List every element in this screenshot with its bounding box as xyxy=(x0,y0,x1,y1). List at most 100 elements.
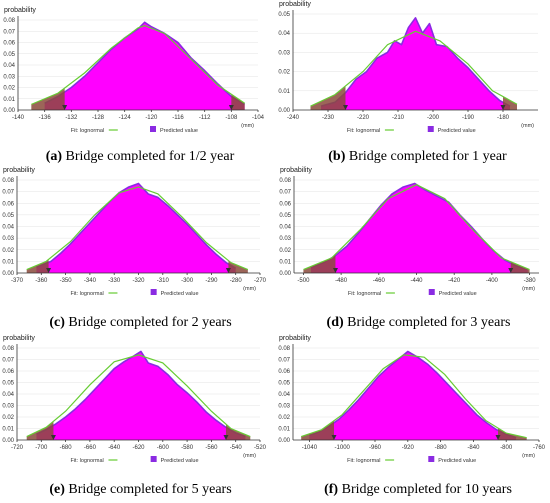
percentile-marker xyxy=(228,105,234,110)
lognormal-fit-line xyxy=(26,354,251,438)
y-tick-label: 0.04 xyxy=(278,392,290,398)
left-tail-area xyxy=(303,254,336,273)
x-unit-label: (mm) xyxy=(243,286,256,292)
legend-predicted-swatch xyxy=(427,126,434,132)
x-tick-label: -108 xyxy=(225,115,238,121)
y-tick-label: 0.07 xyxy=(3,29,15,35)
panel-letter: (c) xyxy=(49,315,68,330)
x-tick-label: -960 xyxy=(369,445,382,451)
legend-predicted-label: Predicted value xyxy=(439,291,477,297)
legend-predicted-swatch xyxy=(150,289,157,295)
y-tick-label: 0.02 xyxy=(2,415,14,421)
x-tick-label: -520 xyxy=(254,445,267,451)
percentile-marker xyxy=(223,435,229,440)
legend-predicted-swatch xyxy=(428,456,435,462)
panel-caption-text: Bridge completed for 1 year xyxy=(349,149,507,164)
y-tick-label: 0.04 xyxy=(3,63,15,69)
panel-caption: (d) Bridge completed for 3 years xyxy=(327,315,511,330)
x-tick-label: -700 xyxy=(35,445,48,451)
x-tick-label: -660 xyxy=(84,445,97,451)
y-tick-label: 0.08 xyxy=(2,346,14,352)
x-tick-label: -116 xyxy=(172,115,184,121)
percentile-marker xyxy=(500,105,506,110)
panel-caption: (c) Bridge completed for 2 years xyxy=(49,315,231,330)
chart-panel: 0.00 0.01 0.02 0.03 0.04 0.05 0.06 0.07 0.08 -140… xyxy=(3,7,264,164)
lognormal-fit-line xyxy=(310,30,518,107)
panel-caption-text: Bridge completed for 10 years xyxy=(342,482,512,497)
left-tail-area xyxy=(31,88,65,110)
x-tick-label: -440 xyxy=(410,278,423,284)
panel-caption-text: Bridge completed for 2 years xyxy=(68,315,231,330)
legend-fit-label: Fit: lognormal xyxy=(70,291,103,297)
y-tick-label: 0.01 xyxy=(2,259,14,265)
legend-predicted-swatch xyxy=(150,456,157,462)
percentile-marker xyxy=(508,268,514,273)
y-tick-label: 0.05 xyxy=(3,52,15,58)
x-tick-label: -104 xyxy=(252,115,265,121)
x-tick-label: -132 xyxy=(65,115,78,121)
y-tick-label: 0.00 xyxy=(2,438,14,444)
histogram-area xyxy=(309,351,517,440)
y-tick-label: 0.05 xyxy=(278,381,290,387)
y-tick-label: 0.05 xyxy=(2,381,14,387)
x-tick-label: -800 xyxy=(500,445,513,451)
legend-predicted-label: Predicted value xyxy=(161,291,199,297)
x-tick-label: -400 xyxy=(486,278,499,284)
panel-letter: (b) xyxy=(328,149,349,164)
x-tick-label: -370 xyxy=(11,278,24,284)
y-tick-label: 0.08 xyxy=(3,18,15,24)
predicted-value-edge xyxy=(44,21,246,106)
chart-panel: 0.00 0.01 0.02 0.03 0.04 0.05 0.06 0.07 0.08 -500… xyxy=(279,167,539,330)
percentile-marker xyxy=(495,435,501,440)
x-tick-label: -640 xyxy=(108,445,121,451)
percentile-marker xyxy=(332,268,338,273)
y-axis-label: probability xyxy=(4,7,36,14)
panel-caption: (b) Bridge completed for 1 year xyxy=(328,149,507,164)
x-tick-label: -120 xyxy=(145,115,158,121)
y-axis-label: probability xyxy=(3,167,35,174)
x-tick-label: -420 xyxy=(448,278,461,284)
panel-letter: (d) xyxy=(327,315,348,330)
x-tick-label: -136 xyxy=(39,115,52,121)
x-unit-label: (mm) xyxy=(522,286,535,292)
percentile-marker xyxy=(46,268,52,273)
legend-predicted-label: Predicted value xyxy=(438,458,476,464)
x-tick-label: -290 xyxy=(205,278,218,284)
percentile-marker xyxy=(331,435,337,440)
x-tick-label: -580 xyxy=(181,445,194,451)
y-tick-label: 0.04 xyxy=(2,392,14,398)
histogram-area xyxy=(36,351,246,440)
y-tick-label: 0.03 xyxy=(278,404,290,410)
legend-fit-label: Fit: lognormal xyxy=(348,291,381,297)
x-unit-label: (mm) xyxy=(521,123,534,129)
percentile-marker xyxy=(62,105,68,110)
panel-caption-text: Bridge completed for 3 years xyxy=(347,315,510,330)
lognormal-fit-line xyxy=(26,186,249,271)
y-tick-label: 0.00 xyxy=(3,108,15,114)
y-axis-label: probability xyxy=(279,335,311,342)
chart-panel: 0.00 0.01 0.02 0.03 0.04 0.05 0.06 0.07 0.08 -104… xyxy=(278,335,545,497)
x-tick-label: -480 xyxy=(335,278,348,284)
x-tick-label: -112 xyxy=(199,115,211,121)
right-tail-area xyxy=(510,261,530,273)
chart-panel: 0.00 0.01 0.02 0.03 0.04 0.05 0.06 0.07 0.08 -720… xyxy=(2,335,266,497)
y-tick-label: 0.03 xyxy=(2,404,14,410)
right-tail-area xyxy=(231,94,245,110)
y-tick-label: 0.04 xyxy=(279,225,291,231)
x-unit-label: (mm) xyxy=(241,123,254,129)
x-tick-label: -680 xyxy=(60,445,73,451)
x-tick-label: -1040 xyxy=(302,445,318,451)
legend-fit-label: Fit: lognormal xyxy=(347,128,380,134)
y-tick-label: 0.02 xyxy=(278,415,290,421)
y-tick-label: 0.03 xyxy=(279,236,291,242)
histogram-area xyxy=(36,183,236,273)
y-tick-label: 0.07 xyxy=(279,190,291,196)
panel-caption-text: Bridge completed for 5 years xyxy=(68,482,231,497)
x-tick-label: -320 xyxy=(132,278,145,284)
panel-caption-text: Bridge completed for 1/2 year xyxy=(66,149,235,164)
x-tick-label: -460 xyxy=(373,278,386,284)
y-tick-label: 0.05 xyxy=(279,213,291,219)
x-tick-label: -500 xyxy=(297,278,310,284)
y-tick-label: 0.07 xyxy=(2,358,14,364)
x-tick-label: -840 xyxy=(467,445,480,451)
